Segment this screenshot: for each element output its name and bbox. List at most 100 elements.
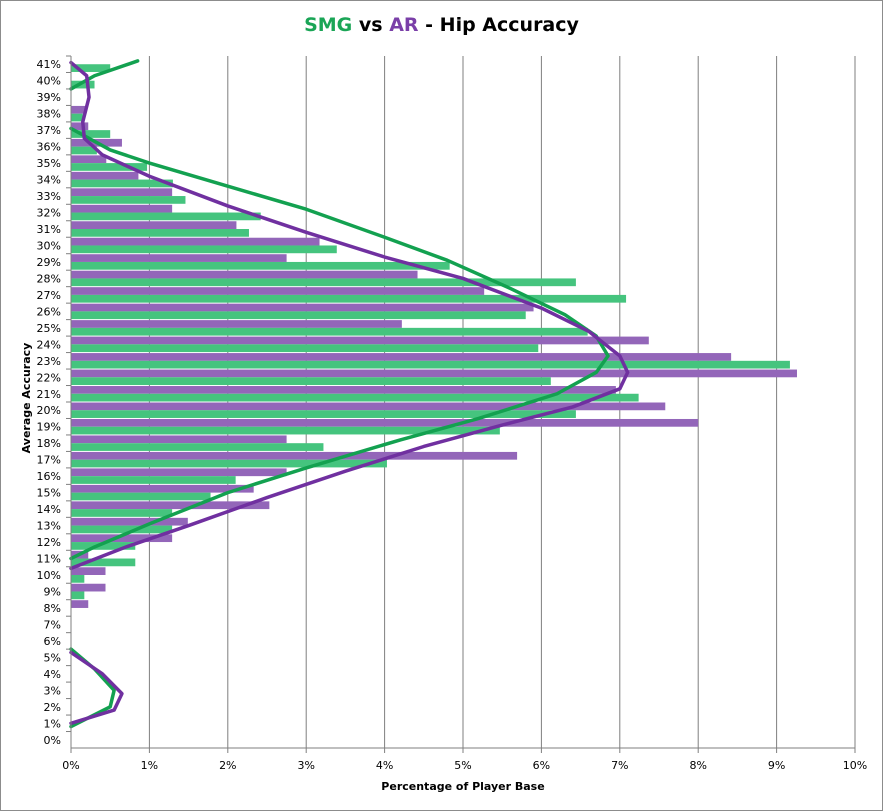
y-tick-label: 9% — [44, 585, 61, 598]
bar-smg — [71, 525, 173, 534]
bar-smg — [71, 245, 337, 254]
y-tick-label: 22% — [37, 371, 61, 384]
bar-ar — [71, 451, 518, 460]
y-tick-label: 31% — [37, 223, 61, 236]
y-tick-label: 25% — [37, 322, 61, 335]
y-tick-label: 27% — [37, 289, 61, 302]
y-tick-label: 34% — [37, 174, 61, 187]
bar-ar — [71, 583, 106, 592]
bar-smg — [71, 130, 111, 138]
bar-smg — [71, 261, 450, 270]
bar-ar — [71, 534, 173, 543]
x-tick-label: 8% — [689, 759, 706, 772]
bar-smg — [71, 311, 526, 320]
bar-smg — [71, 476, 236, 484]
y-tick-label: 17% — [37, 454, 61, 467]
x-tick-label: 7% — [611, 759, 628, 772]
bar-smg — [71, 591, 85, 600]
y-tick-label: 40% — [37, 75, 61, 88]
bar-ar — [71, 369, 797, 378]
y-tick-label: 10% — [37, 569, 61, 582]
title-smg: SMG — [304, 14, 353, 36]
y-tick-label: 26% — [37, 305, 61, 318]
trendline-ar — [69, 650, 124, 726]
title-ar: AR — [389, 14, 419, 36]
y-axis-title: Average Accuracy — [20, 343, 33, 454]
bar-ar — [71, 353, 732, 361]
bar-ar — [71, 105, 86, 114]
bar-ar — [71, 237, 320, 246]
bar-ar — [71, 484, 254, 493]
y-tick-label: 20% — [37, 404, 61, 417]
y-tick-label: 2% — [44, 701, 61, 714]
bar-smg — [71, 410, 576, 418]
bar-smg — [71, 360, 790, 369]
bar-ar — [71, 567, 106, 575]
y-tick-label: 0% — [44, 734, 61, 747]
y-tick-label: 32% — [37, 207, 61, 220]
bar-ar — [71, 303, 534, 312]
y-tick-label: 1% — [44, 717, 61, 730]
bar-smg — [71, 146, 97, 155]
bar-smg — [71, 443, 324, 451]
y-tick-label: 14% — [37, 503, 61, 516]
x-tick-label: 6% — [533, 759, 550, 772]
y-tick-label: 23% — [37, 355, 61, 368]
bar-smg — [71, 294, 627, 303]
bar-smg — [71, 575, 85, 583]
y-tick-label: 37% — [37, 124, 61, 137]
bar-smg — [71, 327, 588, 336]
chart-title: SMG vs AR - Hip Accuracy — [0, 14, 883, 36]
bar-ar — [71, 386, 616, 394]
trendline-smg — [69, 126, 610, 561]
bar-smg — [71, 459, 387, 468]
bar-ar — [71, 320, 402, 328]
y-tick-label: 3% — [44, 684, 61, 697]
bar-smg — [71, 179, 173, 188]
trendline-ar — [69, 60, 630, 571]
bar-ar — [71, 517, 188, 526]
bar-smg — [71, 393, 639, 402]
bar-smg — [71, 113, 83, 122]
bar-smg — [71, 64, 111, 72]
bar-smg — [71, 229, 249, 237]
bar-ar — [71, 402, 666, 411]
y-tick-label: 29% — [37, 256, 61, 269]
x-tick-label: 3% — [297, 759, 314, 772]
title-rest: - Hip Accuracy — [418, 14, 579, 36]
y-tick-label: 5% — [44, 651, 61, 664]
bar-smg — [71, 509, 173, 517]
bar-smg — [71, 492, 211, 501]
bar-ar — [71, 155, 107, 164]
bar-ar — [71, 468, 287, 477]
y-tick-label: 39% — [37, 91, 61, 104]
x-tick-label: 1% — [141, 759, 158, 772]
trendline-smg — [69, 59, 140, 91]
bar-smg — [71, 163, 148, 171]
bar-ar — [71, 221, 237, 229]
bar-ar — [71, 204, 173, 213]
y-tick-label: 18% — [37, 437, 61, 450]
bar-ar — [71, 270, 418, 279]
x-tick-label: 10% — [843, 759, 867, 772]
y-tick-label: 24% — [37, 338, 61, 351]
y-tick-label: 15% — [37, 487, 61, 500]
bar-ar — [71, 418, 699, 427]
x-tick-label: 0% — [62, 759, 79, 772]
y-tick-label: 36% — [37, 141, 61, 154]
bar-ar — [71, 600, 89, 608]
bar-smg — [71, 344, 539, 353]
bar-ar — [71, 122, 89, 131]
x-axis-title: Percentage of Player Base — [381, 780, 544, 793]
y-tick-label: 21% — [37, 388, 61, 401]
y-tick-label: 4% — [44, 668, 61, 681]
bar-ar — [71, 435, 287, 444]
bar-ar — [71, 188, 173, 197]
y-tick-label: 7% — [44, 618, 61, 631]
y-tick-label: 19% — [37, 421, 61, 434]
x-tick-label: 4% — [376, 759, 393, 772]
y-tick-label: 41% — [37, 58, 61, 71]
bar-ar — [71, 171, 139, 180]
bar-smg — [71, 212, 261, 221]
bar-ar — [71, 287, 485, 295]
